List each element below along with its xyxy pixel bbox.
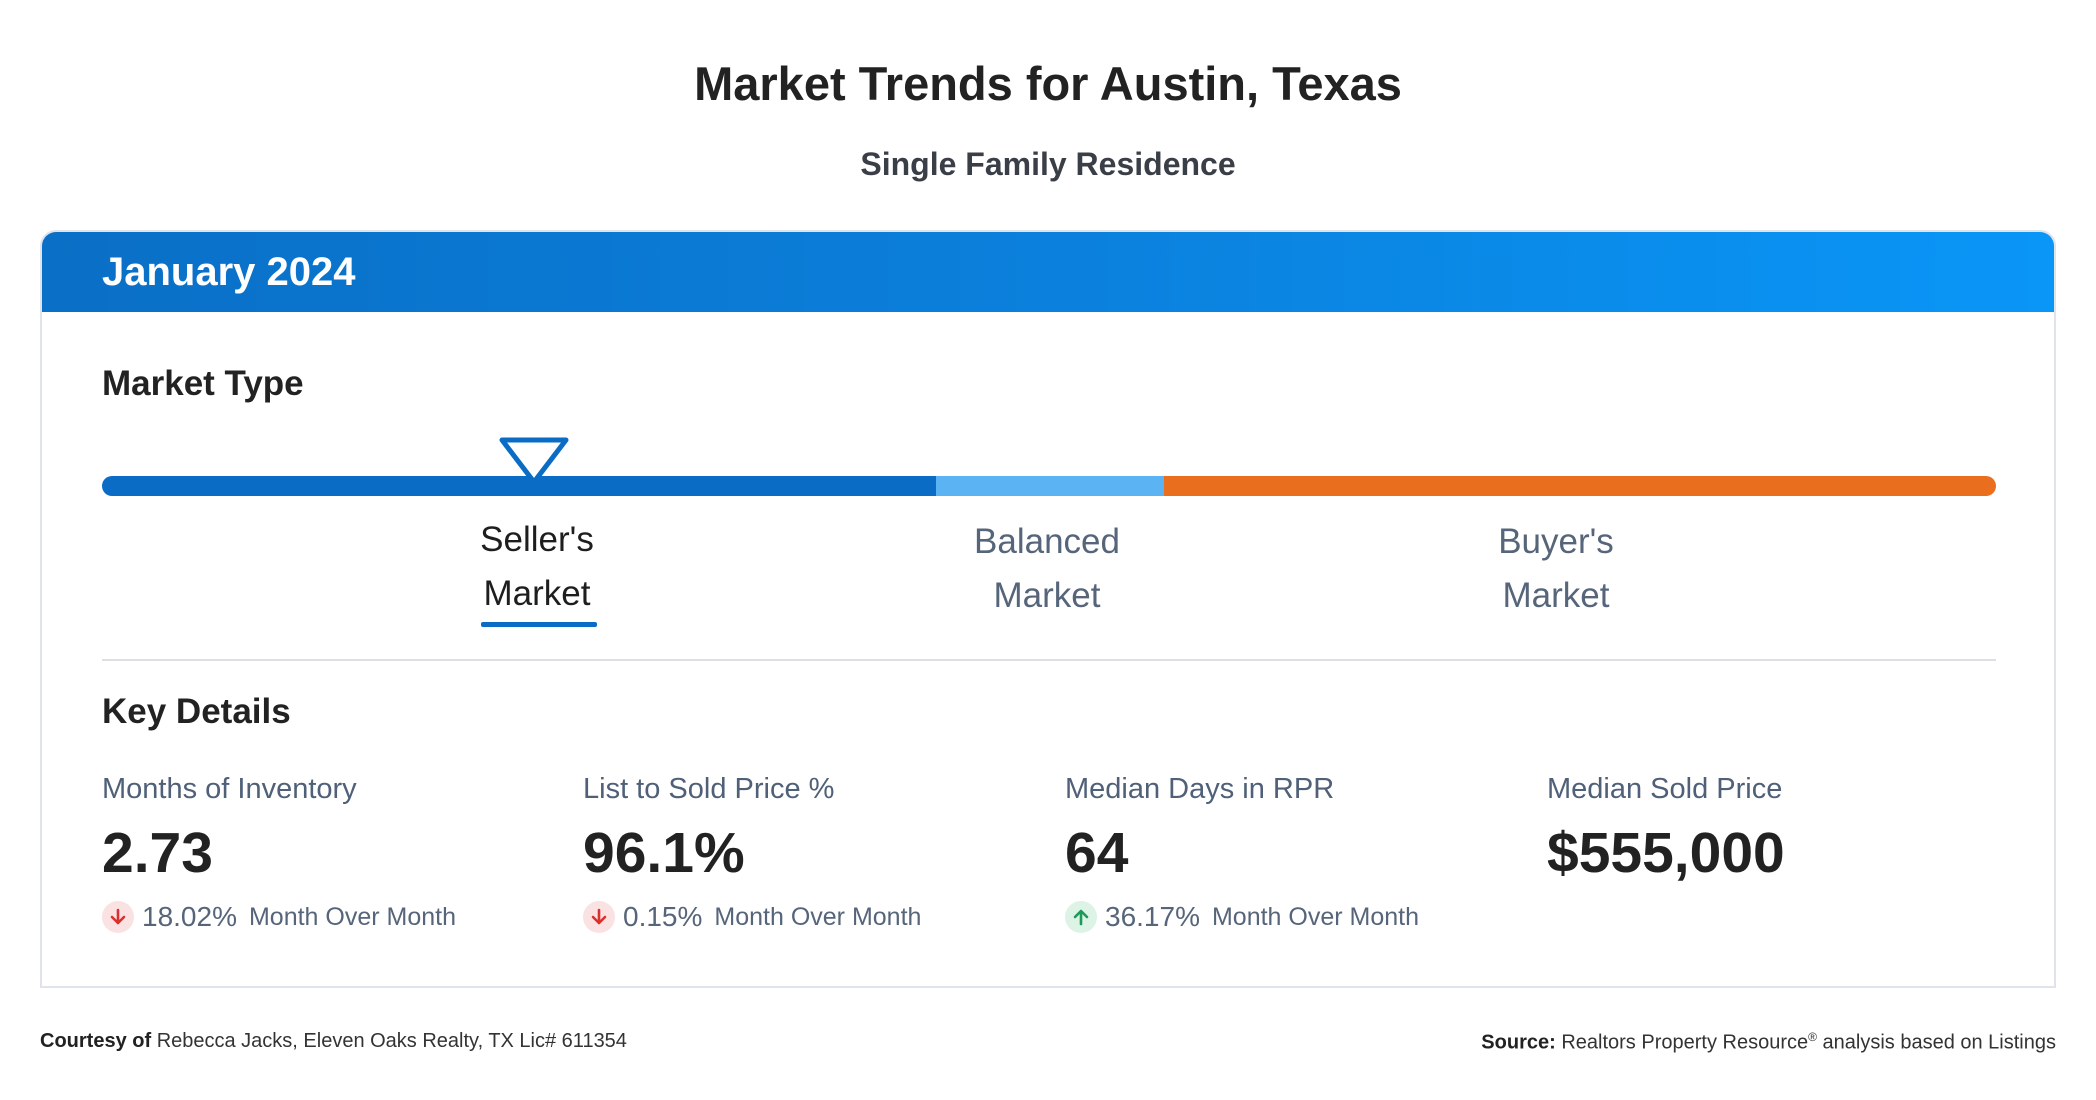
buyer-market-label[interactable]: Buyer's Market	[1406, 515, 1706, 623]
page-subtitle: Single Family Residence	[860, 146, 1236, 182]
registered-mark: ®	[1808, 1030, 1817, 1044]
source-label: Source:	[1481, 1031, 1556, 1054]
months-of-inventory-change: 18.02% Month Over Month	[102, 900, 456, 934]
buyer-market-bar	[1164, 476, 1996, 496]
arrow-down-icon	[102, 901, 134, 933]
source-footer: Source: Realtors Property Resource® anal…	[1481, 1030, 2056, 1055]
change-period: Month Over Month	[248, 902, 456, 931]
buyer-market-label-line1: Buyer's	[1498, 522, 1614, 561]
months-of-inventory-value: 2.73	[102, 821, 213, 885]
period-title: January 2024	[102, 250, 356, 294]
courtesy-text: Rebecca Jacks, Eleven Oaks Realty, TX Li…	[156, 1030, 627, 1052]
source-text-1: Realtors Property Resource	[1561, 1031, 1809, 1054]
median-days-value: 64	[1065, 821, 1129, 885]
courtesy-label: Courtesy of	[40, 1030, 152, 1052]
selected-market-underline	[481, 622, 597, 627]
arrow-up-icon	[1065, 901, 1097, 933]
list-to-sold-label: List to Sold Price %	[583, 773, 835, 805]
change-percent: 0.15%	[623, 901, 703, 932]
market-type-title: Market Type	[102, 364, 304, 403]
section-divider	[102, 659, 1996, 661]
arrow-down-icon	[583, 901, 615, 933]
buyer-market-label-line2: Market	[1502, 576, 1610, 615]
balanced-market-bar	[936, 476, 1164, 496]
change-percent: 18.02%	[142, 901, 237, 932]
seller-market-label-line1: Seller's	[480, 520, 594, 559]
change-period: Month Over Month	[714, 902, 922, 931]
card-header: January 2024	[42, 232, 2054, 312]
change-percent: 36.17%	[1105, 901, 1200, 932]
list-to-sold-change: 0.15% Month Over Month	[583, 900, 921, 934]
balanced-market-label-line2: Market	[993, 576, 1101, 615]
median-sold-price-value: $555,000	[1547, 821, 1785, 885]
market-card: January 2024	[40, 230, 2056, 988]
median-days-label: Median Days in RPR	[1065, 773, 1335, 805]
courtesy-footer: Courtesy of Rebecca Jacks, Eleven Oaks R…	[40, 1030, 627, 1053]
list-to-sold-value: 96.1%	[583, 821, 745, 885]
seller-market-bar	[102, 476, 936, 496]
key-details-title: Key Details	[102, 692, 291, 731]
median-sold-price-label: Median Sold Price	[1547, 773, 1783, 805]
page-title: Market Trends for Austin, Texas	[694, 57, 1402, 110]
source-text-2: analysis based on Listings	[1822, 1031, 2056, 1054]
balanced-market-label-line1: Balanced	[974, 522, 1120, 561]
months-of-inventory-label: Months of Inventory	[102, 773, 357, 805]
change-period: Month Over Month	[1211, 902, 1419, 931]
median-days-change: 36.17% Month Over Month	[1065, 900, 1419, 934]
market-position-marker-icon	[499, 437, 569, 485]
seller-market-label-line2: Market	[483, 574, 591, 613]
balanced-market-label[interactable]: Balanced Market	[897, 515, 1197, 623]
seller-market-label[interactable]: Seller's Market	[387, 513, 687, 621]
